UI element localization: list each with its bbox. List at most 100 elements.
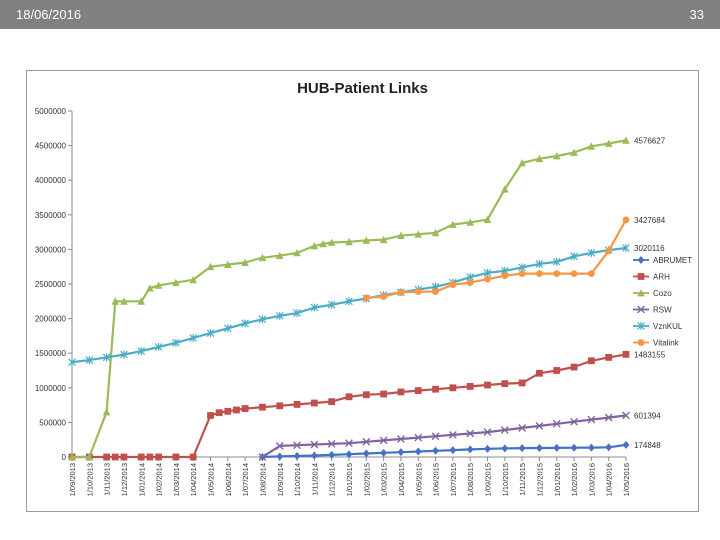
data-point-rsw: [345, 439, 353, 448]
data-point-arh: [155, 453, 162, 461]
data-point-arh: [120, 453, 128, 461]
x-tick-label: 1/07/2014: [241, 463, 250, 496]
x-tick-label: 1/12/2013: [120, 463, 129, 496]
data-label-arh: 1483155: [634, 350, 666, 359]
data-point-vitalink: [501, 272, 509, 280]
data-point-arh: [414, 387, 422, 394]
legend-label-rsw: RSW: [653, 306, 672, 315]
data-point-arh: [432, 385, 439, 393]
data-point-rsw: [552, 419, 561, 428]
data-point-arh: [241, 405, 249, 412]
data-point-cozo: [293, 248, 301, 257]
data-point-cozo: [379, 235, 388, 244]
data-point-vitalink: [449, 281, 457, 289]
data-point-cozo: [310, 242, 319, 250]
data-point-abrumet: [501, 444, 509, 453]
data-point-cozo: [120, 297, 128, 305]
data-point-cozo: [622, 136, 630, 144]
data-point-abrumet: [466, 445, 474, 454]
x-tick-label: 1/04/2015: [397, 463, 406, 496]
data-point-arh: [587, 357, 595, 365]
data-point-abrumet: [276, 452, 284, 461]
data-label-cozo: 4576627: [634, 136, 666, 145]
data-point-vitalink: [536, 270, 543, 278]
y-tick-label: 1500000: [35, 349, 67, 358]
data-point-cozo: [137, 297, 146, 305]
data-point-arh: [276, 402, 284, 410]
data-point-arh: [111, 453, 119, 461]
data-point-vznkul: [120, 350, 128, 359]
chart-frame: HUB-Patient Links 0 500000 1000000 1500000 2…: [26, 70, 699, 512]
data-point-arh: [605, 353, 613, 361]
x-tick-label: 1/05/2016: [622, 463, 631, 496]
x-tick-label: 1/11/2013: [103, 463, 112, 496]
data-point-cozo: [552, 152, 561, 160]
y-tick-label: 0: [62, 453, 67, 462]
legend-label-vitalink: Vitalink: [653, 339, 680, 348]
legend-label-vznkul: VznKUL: [653, 322, 683, 331]
data-point-rsw: [310, 440, 319, 449]
data-point-rsw: [604, 413, 613, 422]
x-tick-label: 1/05/2015: [414, 463, 423, 496]
data-point-cozo: [587, 142, 596, 150]
data-label-rsw: 601394: [634, 411, 661, 420]
data-point-cozo: [154, 281, 163, 289]
x-tick-label: 1/08/2015: [466, 463, 475, 496]
data-point-vznkul: [68, 358, 76, 367]
data-point-cozo: [518, 159, 526, 167]
data-point-vitalink: [622, 216, 630, 224]
legend-label-abrumet: ABRUMET: [653, 256, 692, 265]
y-tick-label: 500000: [39, 418, 66, 427]
data-point-vznkul: [293, 309, 301, 318]
legend-marker-arh: [637, 273, 645, 280]
data-point-vznkul: [327, 300, 336, 309]
data-point-rsw: [293, 441, 301, 450]
data-point-rsw: [500, 426, 509, 434]
data-point-vitalink: [587, 270, 595, 278]
data-point-arh: [397, 388, 405, 396]
data-point-rsw: [466, 429, 475, 438]
data-point-abrumet: [622, 440, 630, 449]
chart-title: HUB-Patient Links: [297, 80, 428, 97]
slide-date: 18/06/2016: [16, 7, 82, 22]
data-point-cozo: [466, 218, 474, 226]
y-tick-label: 4000000: [35, 176, 67, 185]
data-point-cozo: [327, 238, 336, 246]
data-point-vitalink: [362, 294, 370, 302]
data-point-cozo: [146, 284, 154, 292]
data-point-abrumet: [553, 443, 561, 452]
y-tick-label: 5000000: [35, 107, 67, 116]
data-point-cozo: [206, 262, 215, 271]
data-point-cozo: [449, 220, 457, 228]
data-point-abrumet: [484, 444, 491, 453]
legend-marker-abrumet: [637, 256, 645, 264]
x-tick-label: 1/04/2014: [189, 463, 198, 496]
data-point-cozo: [397, 231, 405, 239]
legend-marker-rsw: [637, 305, 645, 314]
data-point-vitalink: [553, 270, 561, 278]
data-point-abrumet: [362, 449, 370, 458]
data-point-cozo: [275, 251, 284, 260]
data-point-vznkul: [552, 257, 561, 266]
data-point-cozo: [431, 228, 440, 237]
data-point-arh: [189, 453, 197, 461]
data-point-vznkul: [483, 268, 492, 277]
data-point-rsw: [431, 432, 440, 441]
data-point-arh: [233, 406, 240, 414]
data-point-rsw: [414, 433, 423, 442]
x-tick-label: 1/01/2014: [137, 463, 146, 496]
data-point-rsw: [518, 424, 527, 432]
data-point-arh: [224, 407, 232, 415]
x-tick-label: 1/03/2015: [380, 463, 389, 496]
x-tick-label: 1/09/2015: [484, 463, 493, 496]
data-point-arh: [466, 383, 474, 390]
data-point-abrumet: [587, 443, 595, 452]
data-point-vznkul: [310, 303, 319, 312]
data-label-vitalink: 3427684: [634, 216, 666, 225]
legend-marker-cozo: [637, 289, 645, 297]
y-tick-label: 1000000: [35, 384, 67, 393]
x-tick-label: 1/10/2015: [501, 463, 510, 496]
data-point-cozo: [345, 237, 353, 246]
x-tick-label: 1/09/2014: [276, 463, 285, 496]
data-point-abrumet: [397, 448, 405, 457]
